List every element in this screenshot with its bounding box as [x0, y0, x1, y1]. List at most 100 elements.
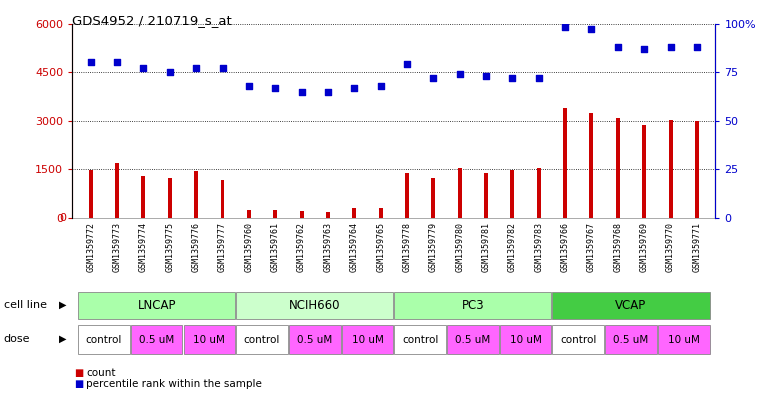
Text: 10 uM: 10 uM [510, 334, 542, 345]
Text: GSM1359783: GSM1359783 [534, 222, 543, 272]
Bar [78, 325, 129, 354]
Bar [183, 325, 235, 354]
Bar [326, 211, 330, 218]
Text: 0.5 uM: 0.5 uM [613, 334, 648, 345]
Text: GSM1359777: GSM1359777 [218, 222, 227, 272]
Text: dose: dose [4, 334, 30, 344]
Point [585, 26, 597, 33]
Bar [616, 118, 619, 218]
Text: GSM1359780: GSM1359780 [455, 222, 464, 272]
Bar [500, 325, 552, 354]
Point [559, 24, 572, 31]
Text: 10 uM: 10 uM [193, 334, 225, 345]
Text: GSM1359760: GSM1359760 [244, 222, 253, 272]
Text: GSM1359779: GSM1359779 [429, 222, 438, 272]
Bar [669, 119, 673, 218]
Text: control: control [86, 334, 122, 345]
Text: VCAP: VCAP [616, 299, 647, 312]
Text: GSM1359762: GSM1359762 [297, 222, 306, 272]
Bar [394, 325, 446, 354]
Point [480, 73, 492, 79]
Point [664, 44, 677, 50]
Point [190, 65, 202, 72]
Bar [537, 168, 541, 218]
Text: LNCAP: LNCAP [138, 299, 176, 312]
Point [612, 44, 624, 50]
Text: 0.5 uM: 0.5 uM [297, 334, 333, 345]
Bar [289, 325, 341, 354]
Bar [431, 178, 435, 218]
Text: ■: ■ [74, 367, 83, 378]
Text: 0.5 uM: 0.5 uM [139, 334, 174, 345]
Bar [247, 210, 251, 218]
Bar [89, 170, 93, 218]
Text: count: count [86, 367, 116, 378]
Text: ▶: ▶ [59, 299, 67, 310]
Point [638, 46, 650, 52]
Text: ■: ■ [74, 379, 83, 389]
Bar [221, 180, 224, 218]
Text: GSM1359768: GSM1359768 [613, 222, 622, 272]
Text: GSM1359774: GSM1359774 [139, 222, 148, 272]
Bar [142, 176, 145, 218]
Text: control: control [560, 334, 597, 345]
Bar [563, 108, 567, 218]
Bar [552, 325, 604, 354]
Point [349, 84, 361, 91]
Point [111, 59, 123, 66]
Point [269, 84, 282, 91]
Point [533, 75, 545, 81]
Point [401, 61, 413, 68]
Point [243, 83, 255, 89]
Bar [236, 292, 393, 319]
Bar [194, 171, 198, 218]
Text: GSM1359782: GSM1359782 [508, 222, 517, 272]
Text: percentile rank within the sample: percentile rank within the sample [86, 379, 262, 389]
Text: GSM1359761: GSM1359761 [271, 222, 280, 272]
Bar [168, 178, 172, 218]
Text: 0: 0 [59, 213, 66, 223]
Point [216, 65, 228, 72]
Text: GSM1359764: GSM1359764 [350, 222, 358, 272]
Point [454, 71, 466, 77]
Bar [511, 170, 514, 218]
Point [295, 88, 307, 95]
Bar [695, 121, 699, 218]
Text: GDS4952 / 210719_s_at: GDS4952 / 210719_s_at [72, 14, 232, 27]
Text: GSM1359778: GSM1359778 [403, 222, 412, 272]
Text: control: control [402, 334, 438, 345]
Bar [300, 211, 304, 218]
Bar [590, 113, 594, 218]
Text: GSM1359781: GSM1359781 [482, 222, 491, 272]
Text: NCIH660: NCIH660 [289, 299, 340, 312]
Bar [78, 292, 235, 319]
Text: 10 uM: 10 uM [667, 334, 699, 345]
Bar [394, 292, 552, 319]
Text: 0.5 uM: 0.5 uM [455, 334, 491, 345]
Point [322, 88, 334, 95]
Text: GSM1359776: GSM1359776 [192, 222, 201, 272]
Text: GSM1359766: GSM1359766 [561, 222, 570, 272]
Bar [447, 325, 498, 354]
Text: control: control [244, 334, 280, 345]
Bar [642, 125, 646, 218]
Bar [484, 173, 488, 218]
Text: GSM1359763: GSM1359763 [323, 222, 333, 272]
Point [374, 83, 387, 89]
Text: GSM1359765: GSM1359765 [376, 222, 385, 272]
Text: GSM1359771: GSM1359771 [693, 222, 702, 272]
Point [427, 75, 439, 81]
Bar [131, 325, 183, 354]
Bar [405, 173, 409, 218]
Text: GSM1359772: GSM1359772 [86, 222, 95, 272]
Point [164, 69, 176, 75]
Bar [552, 292, 709, 319]
Text: ▶: ▶ [59, 334, 67, 344]
Bar [605, 325, 657, 354]
Point [506, 75, 518, 81]
Bar [457, 168, 462, 218]
Text: cell line: cell line [4, 299, 47, 310]
Text: GSM1359773: GSM1359773 [113, 222, 122, 272]
Text: GSM1359775: GSM1359775 [165, 222, 174, 272]
Bar [115, 163, 119, 218]
